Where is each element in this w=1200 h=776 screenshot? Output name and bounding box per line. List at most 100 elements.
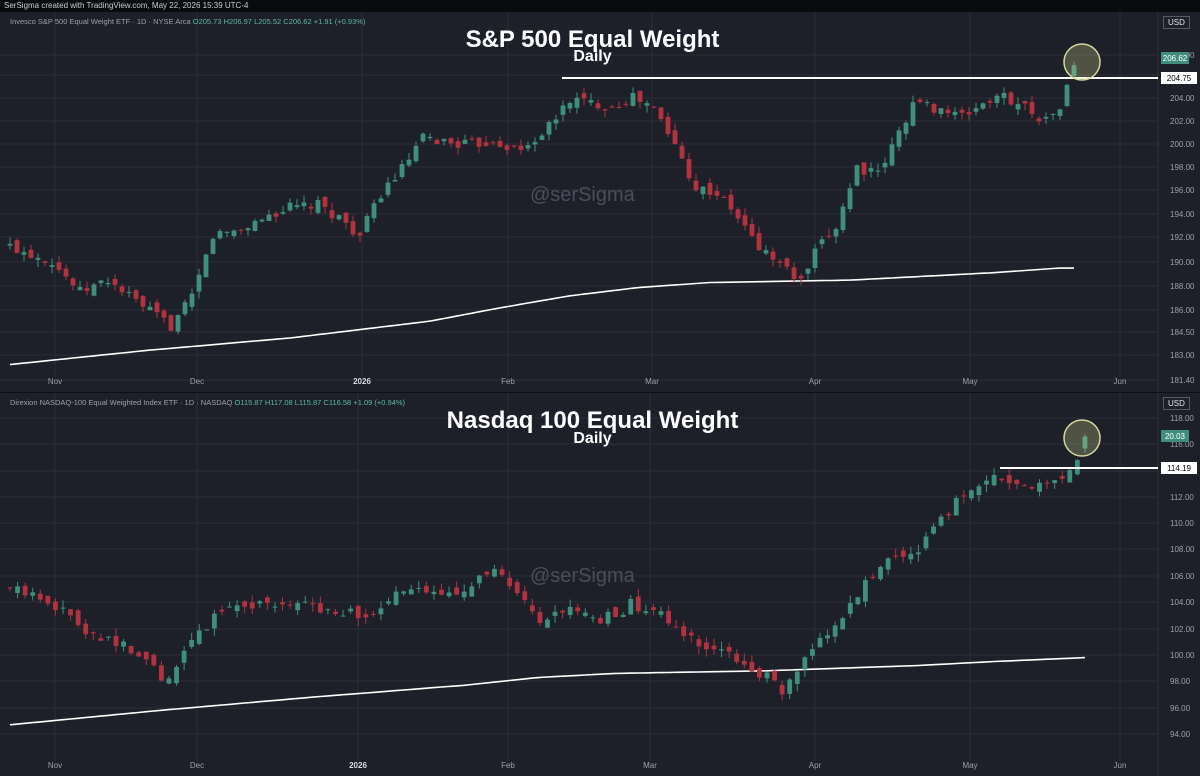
candle-body bbox=[350, 221, 356, 235]
candle-body bbox=[317, 603, 323, 613]
candle-body bbox=[98, 638, 104, 641]
y-tick-label: 202.00 bbox=[1170, 117, 1195, 126]
candle-body bbox=[504, 145, 510, 150]
candle-body bbox=[863, 580, 868, 602]
x-tick-label: Dec bbox=[190, 377, 204, 386]
candle-body bbox=[406, 159, 412, 166]
candle-body bbox=[590, 617, 596, 619]
candle-body bbox=[855, 597, 861, 605]
candles bbox=[7, 61, 1077, 335]
candle-body bbox=[1050, 113, 1056, 115]
candle-body bbox=[168, 315, 174, 331]
y-tick-label: 186.00 bbox=[1170, 306, 1195, 315]
candle-body bbox=[602, 109, 608, 111]
candle-body bbox=[840, 206, 846, 230]
candle-body bbox=[280, 212, 286, 214]
candle-body bbox=[287, 202, 293, 211]
candle-body bbox=[234, 605, 240, 612]
candle-body bbox=[903, 122, 909, 134]
sp500-ew-chart[interactable]: 208.00206.00204.00202.00200.00198.00196.… bbox=[0, 12, 1200, 392]
y-tick-label: 108.00 bbox=[1170, 545, 1195, 554]
candle-body bbox=[140, 295, 146, 307]
candle-body bbox=[439, 589, 444, 595]
candle-body bbox=[454, 587, 460, 595]
candle-body bbox=[154, 302, 160, 313]
candle-body bbox=[1043, 116, 1049, 119]
candle-body bbox=[532, 142, 538, 145]
candle-body bbox=[882, 162, 888, 168]
candle-body bbox=[423, 585, 429, 593]
x-tick-label: 2026 bbox=[349, 761, 367, 770]
x-tick-label: May bbox=[962, 377, 977, 386]
candle-body bbox=[637, 90, 643, 102]
last-price-tag bbox=[1161, 430, 1189, 442]
chart-pane-top[interactable]: 208.00206.00204.00202.00200.00198.00196.… bbox=[0, 12, 1200, 392]
candle-body bbox=[910, 102, 916, 126]
candle-body bbox=[959, 109, 965, 113]
candle-body bbox=[325, 609, 331, 611]
candle-body bbox=[623, 103, 629, 105]
highlight-circle bbox=[1063, 43, 1101, 81]
candle-body bbox=[658, 107, 664, 120]
candle-body bbox=[681, 626, 687, 636]
candle-body bbox=[791, 267, 797, 280]
candle-body bbox=[1059, 475, 1065, 479]
candle-body bbox=[779, 684, 785, 695]
candle-body bbox=[672, 130, 678, 145]
candle-body bbox=[196, 274, 202, 292]
chart-title: Nasdaq 100 Equal Weight bbox=[446, 407, 739, 434]
candles bbox=[7, 434, 1088, 701]
candle-body bbox=[1082, 436, 1088, 449]
candle-body bbox=[30, 592, 36, 596]
candle-body bbox=[476, 575, 482, 584]
candle-body bbox=[1036, 118, 1042, 122]
chart-pane-bottom[interactable]: 118.00116.00114.00112.00110.00108.00106.… bbox=[0, 393, 1200, 776]
candle-body bbox=[666, 610, 671, 624]
candle-body bbox=[1021, 485, 1027, 487]
watermark: @serSigma bbox=[530, 565, 635, 587]
candle-body bbox=[1014, 479, 1020, 485]
candle-body bbox=[204, 629, 210, 631]
ndx-ew-chart[interactable]: 118.00116.00114.00112.00110.00108.00106.… bbox=[0, 393, 1200, 776]
candle-body bbox=[651, 106, 657, 108]
candle-body bbox=[885, 558, 891, 570]
x-tick-label: May bbox=[962, 761, 977, 770]
candle-body bbox=[392, 180, 398, 182]
candle-body bbox=[635, 596, 641, 612]
candle-body bbox=[272, 606, 278, 608]
candle-body bbox=[714, 191, 720, 196]
candle-body bbox=[931, 526, 936, 534]
candle-body bbox=[825, 635, 830, 639]
y-tick-label: 104.00 bbox=[1170, 598, 1195, 607]
candle-body bbox=[224, 231, 230, 233]
y-tick-label: 194.00 bbox=[1170, 210, 1195, 219]
candle-body bbox=[294, 205, 300, 208]
candle-body bbox=[302, 601, 308, 603]
candle-body bbox=[770, 251, 776, 260]
y-tick-label: 100.00 bbox=[1170, 651, 1195, 660]
candle-body bbox=[987, 100, 993, 103]
candle-body bbox=[37, 593, 43, 600]
candle-body bbox=[469, 138, 475, 140]
chart-subtitle: Daily bbox=[573, 48, 612, 65]
candle-body bbox=[210, 238, 216, 254]
candle-body bbox=[151, 654, 157, 666]
currency-label[interactable]: USD bbox=[1163, 16, 1190, 29]
candle-body bbox=[121, 641, 126, 647]
candle-body bbox=[567, 606, 573, 616]
candle-body bbox=[484, 571, 490, 575]
x-tick-label: Mar bbox=[645, 377, 659, 386]
candle-body bbox=[7, 243, 13, 246]
currency-label[interactable]: USD bbox=[1163, 397, 1190, 410]
candle-body bbox=[854, 165, 860, 186]
candle-body bbox=[7, 587, 13, 589]
candle-body bbox=[575, 607, 581, 612]
candle-body bbox=[14, 240, 20, 253]
candle-body bbox=[68, 609, 73, 616]
candle-body bbox=[952, 111, 958, 116]
candle-body bbox=[514, 581, 520, 594]
x-tick-label: Apr bbox=[809, 377, 822, 386]
candle-body bbox=[147, 306, 153, 311]
watermark: @serSigma bbox=[530, 184, 635, 206]
candle-body bbox=[1022, 100, 1028, 104]
